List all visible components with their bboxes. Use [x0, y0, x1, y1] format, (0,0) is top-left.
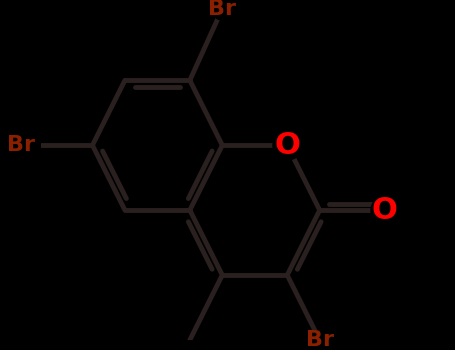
- Text: O: O: [274, 131, 300, 160]
- Text: Br: Br: [306, 330, 334, 350]
- Text: Br: Br: [7, 135, 35, 155]
- Text: O: O: [372, 196, 398, 225]
- Text: Br: Br: [208, 0, 236, 19]
